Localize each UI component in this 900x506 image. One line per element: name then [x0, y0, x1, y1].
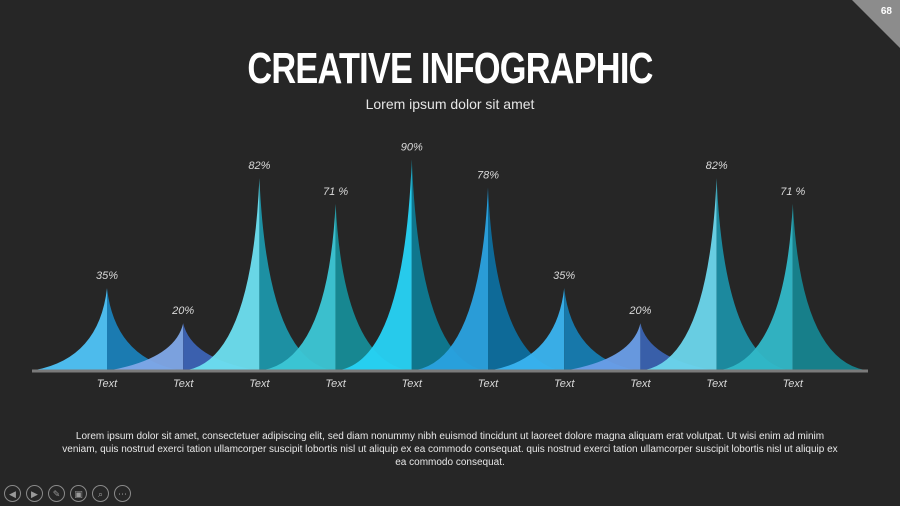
slides-icon[interactable]: ▣	[70, 485, 87, 502]
peak-right-face	[411, 159, 484, 370]
value-label: 82%	[706, 160, 728, 172]
slide-subtitle: Lorem ipsum dolor sit amet	[365, 96, 535, 112]
value-label: 35%	[96, 270, 118, 282]
corner-tab	[852, 0, 900, 48]
peak-right-face	[259, 178, 332, 370]
peak-right-face	[335, 203, 408, 370]
peak-right-face	[640, 323, 713, 370]
peak-left-face	[35, 288, 107, 370]
slide-title: CREATIVE INFOGRAPHIC	[247, 44, 653, 93]
peak-right-face	[716, 178, 789, 370]
category-label: Text	[630, 378, 651, 390]
pen-icon[interactable]: ✎	[48, 485, 65, 502]
peak-mark	[187, 178, 332, 370]
value-label: 78%	[477, 169, 499, 181]
peak-left-face	[644, 178, 717, 370]
slideshow-toolbar: ◀ ▶ ✎ ▣ ⌕ ⋯	[4, 485, 131, 502]
zoom-icon[interactable]: ⌕	[92, 485, 109, 502]
value-label: 20%	[628, 305, 651, 317]
more-icon[interactable]: ⋯	[114, 485, 131, 502]
peak-mark	[720, 203, 865, 370]
peak-left-face	[263, 203, 336, 370]
peak-right-face	[183, 323, 256, 370]
peak-mark	[111, 323, 256, 370]
peak-left-face	[339, 159, 412, 370]
peak-right-face	[107, 288, 179, 370]
peak-right-face	[488, 187, 560, 370]
peak-mark	[492, 288, 637, 370]
category-label: Text	[97, 378, 118, 390]
peak-mark	[339, 159, 484, 370]
peak-chart: 35% Text 20% Text 82% Text 71 % Text 90% Text 78% T…	[32, 141, 868, 390]
value-label: 90%	[401, 141, 423, 153]
next-icon[interactable]: ▶	[26, 485, 43, 502]
value-label: 71 %	[780, 186, 805, 198]
category-label: Text	[173, 378, 194, 390]
peak-mark	[644, 178, 789, 370]
category-label: Text	[783, 378, 804, 390]
peak-left-face	[720, 203, 793, 370]
value-label: 71 %	[323, 186, 348, 198]
peak-left-face	[492, 288, 565, 370]
value-label: 20%	[171, 305, 194, 317]
peak-mark	[35, 288, 179, 370]
peak-mark	[568, 323, 713, 370]
page-number: 68	[880, 6, 892, 17]
value-label: 35%	[553, 270, 575, 282]
category-label: Text	[249, 378, 270, 390]
peak-right-face	[792, 203, 865, 370]
peak-left-face	[187, 178, 260, 370]
category-label: Text	[402, 378, 423, 390]
peak-right-face	[564, 288, 637, 370]
category-label: Text	[706, 378, 727, 390]
body-paragraph: Lorem ipsum dolor sit amet, consectetuer…	[62, 431, 838, 468]
prev-icon[interactable]: ◀	[4, 485, 21, 502]
peak-left-face	[111, 323, 184, 370]
peak-left-face	[416, 187, 488, 370]
value-label: 82%	[248, 160, 270, 172]
category-label: Text	[554, 378, 575, 390]
peak-mark	[416, 187, 560, 370]
category-label: Text	[478, 378, 499, 390]
peak-left-face	[568, 323, 641, 370]
category-label: Text	[325, 378, 346, 390]
peak-mark	[263, 203, 408, 370]
